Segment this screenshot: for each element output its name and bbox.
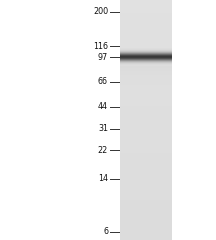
Text: 6: 6	[103, 228, 108, 236]
Text: 200: 200	[93, 7, 108, 17]
Text: 14: 14	[98, 174, 108, 183]
Text: 97: 97	[98, 53, 108, 62]
Text: 116: 116	[93, 42, 108, 51]
Text: 22: 22	[98, 146, 108, 155]
Text: 66: 66	[98, 77, 108, 86]
Text: 31: 31	[98, 125, 108, 133]
Text: 44: 44	[98, 102, 108, 112]
